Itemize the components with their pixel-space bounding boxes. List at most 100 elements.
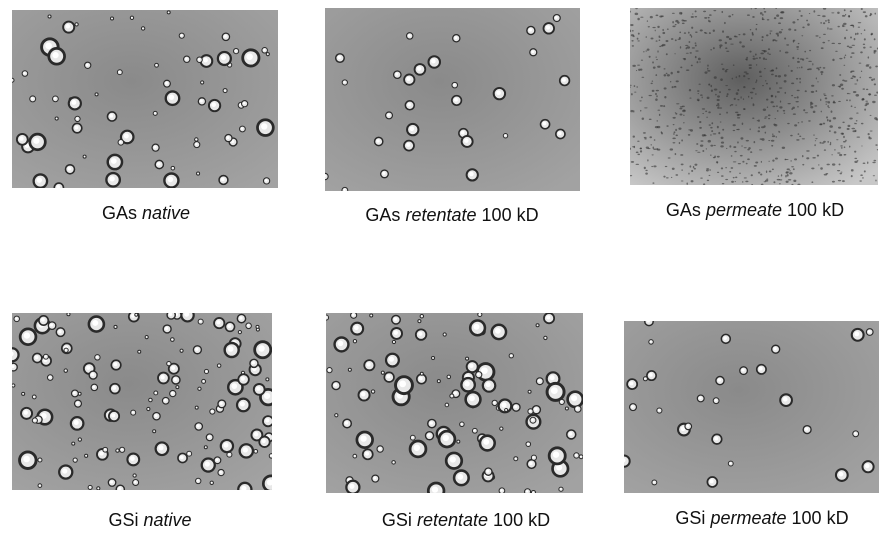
droplet-core <box>23 332 31 339</box>
speck <box>688 41 691 43</box>
droplet-core <box>407 102 411 107</box>
speck <box>729 145 732 148</box>
droplet-core <box>464 381 470 387</box>
droplet-core <box>531 418 534 421</box>
speck <box>860 51 863 54</box>
droplet-core <box>12 79 13 81</box>
speck <box>772 39 774 42</box>
speck <box>664 165 668 168</box>
speck <box>650 82 653 85</box>
speck <box>868 93 871 96</box>
speck <box>793 97 797 99</box>
speck <box>775 95 777 98</box>
droplet-core <box>53 97 57 100</box>
caption: GAs permeate 100 kD <box>666 200 844 221</box>
speck <box>755 81 757 84</box>
speck <box>753 141 756 144</box>
speck <box>717 95 720 98</box>
speck <box>683 32 687 34</box>
speck <box>754 93 757 95</box>
speck <box>869 130 873 132</box>
speck <box>708 174 711 177</box>
droplet-core <box>378 447 381 450</box>
speck <box>812 156 816 159</box>
droplet-core <box>73 391 76 395</box>
speck <box>681 105 685 108</box>
droplet-core <box>184 313 190 317</box>
droplet-core <box>411 436 414 439</box>
speck <box>873 38 876 41</box>
sample: GAs <box>365 205 401 225</box>
speck <box>823 173 828 176</box>
speck <box>672 142 676 144</box>
droplet-core <box>413 444 420 451</box>
speck <box>776 91 780 93</box>
speck <box>792 56 795 60</box>
speck <box>771 144 774 147</box>
speck <box>850 36 853 39</box>
speck <box>810 102 814 105</box>
droplet-core <box>246 53 253 60</box>
droplet-core <box>354 340 356 342</box>
speck <box>827 19 830 22</box>
speck <box>822 22 826 25</box>
speck <box>869 66 872 69</box>
droplet-core <box>131 411 134 414</box>
speck <box>843 22 847 25</box>
speck <box>655 14 659 17</box>
speck <box>783 80 787 83</box>
speck <box>663 105 666 108</box>
speck <box>761 126 765 129</box>
speck <box>695 31 698 33</box>
droplet-core <box>19 136 24 141</box>
speck <box>864 15 868 18</box>
speck <box>831 84 836 87</box>
speck <box>652 26 656 29</box>
speck <box>799 135 802 138</box>
speck <box>731 180 734 183</box>
speck <box>831 42 836 45</box>
speck <box>675 134 679 137</box>
speck <box>643 51 645 53</box>
speck <box>862 88 866 90</box>
speck <box>763 8 765 10</box>
speck <box>665 177 669 179</box>
droplet-core <box>171 338 173 341</box>
speck <box>829 125 833 128</box>
speck <box>852 130 856 133</box>
droplet <box>12 347 20 363</box>
speck <box>713 76 717 79</box>
speck <box>745 139 749 142</box>
speck <box>791 108 794 110</box>
droplet-core <box>171 391 174 395</box>
speck <box>657 50 659 53</box>
speck <box>655 92 657 96</box>
speck <box>850 77 854 79</box>
speck <box>839 57 843 60</box>
droplet-core <box>442 434 449 442</box>
speck <box>630 161 635 163</box>
speck <box>752 103 755 107</box>
speck <box>812 63 814 66</box>
micrograph <box>624 321 879 493</box>
speck <box>871 78 874 82</box>
speck <box>720 136 724 140</box>
speck <box>715 161 719 164</box>
droplet-core <box>154 391 157 394</box>
droplet-core <box>360 435 367 442</box>
droplet-core <box>92 319 99 326</box>
speck <box>840 145 843 147</box>
droplet-core <box>198 58 201 61</box>
droplet-core <box>180 349 182 352</box>
speck <box>679 31 682 34</box>
droplet-core <box>344 421 349 425</box>
droplet-core <box>173 377 177 381</box>
speck <box>730 167 734 169</box>
droplet-core <box>85 455 87 457</box>
droplet-core <box>48 376 51 379</box>
speck <box>653 165 657 168</box>
speck <box>722 30 725 33</box>
speck <box>767 48 771 51</box>
speck <box>680 66 683 69</box>
speck <box>764 131 767 134</box>
